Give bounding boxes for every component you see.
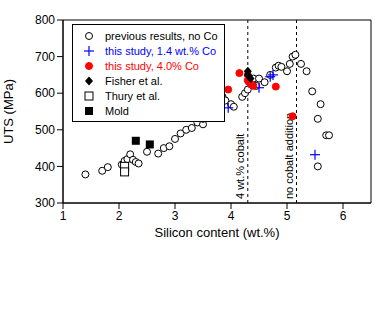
- svg-text:800: 800: [35, 13, 55, 27]
- svg-text:UTS (MPa): UTS (MPa): [8, 79, 16, 144]
- svg-text:no cobalt addition: no cobalt addition: [283, 113, 295, 199]
- svg-text:300: 300: [35, 196, 55, 210]
- svg-text:500: 500: [35, 123, 55, 137]
- html-text:this study, 1.4 wt.% Co: this study, 1.4 wt.% Co: [105, 44, 217, 57]
- svg-text:600: 600: [35, 86, 55, 100]
- svg-text:400: 400: [35, 160, 55, 174]
- svg-text:6: 6: [340, 209, 347, 223]
- html-text:Mold: Mold: [105, 104, 129, 117]
- html-text:previous results, no Co: previous results, no Co: [105, 29, 218, 42]
- svg-text:4 wt.% cobalt: 4 wt.% cobalt: [234, 134, 246, 199]
- svg-text:700: 700: [35, 50, 55, 64]
- svg-text:4: 4: [228, 209, 235, 223]
- svg-text:Silicon content (wt.%): Silicon content (wt.%): [155, 225, 280, 240]
- svg-text:1: 1: [60, 209, 67, 223]
- html-text:this study, 4.0% Co: this study, 4.0% Co: [105, 59, 199, 72]
- html-text:Thury et al.: Thury et al.: [105, 89, 160, 102]
- html-text:Fisher et al.: Fisher et al.: [105, 74, 163, 87]
- svg-text:2: 2: [116, 209, 123, 223]
- svg-text:3: 3: [172, 209, 179, 223]
- svg-text:5: 5: [284, 209, 291, 223]
